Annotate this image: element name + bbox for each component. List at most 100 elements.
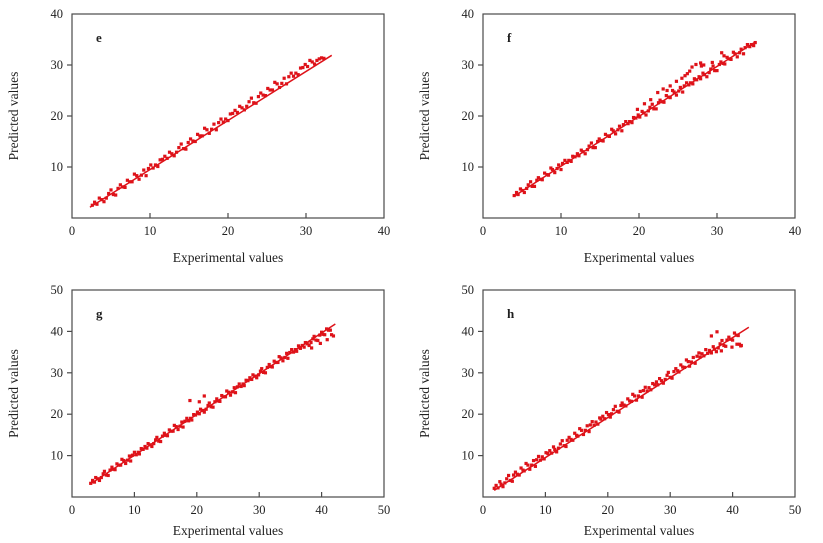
scatter-point <box>739 344 743 348</box>
scatter-point <box>498 480 502 484</box>
scatter-point <box>139 173 144 177</box>
scatter-point <box>533 464 538 468</box>
scatter-point <box>153 163 158 167</box>
scatter-point <box>165 434 170 438</box>
scatter-point <box>691 82 695 86</box>
scatter-point <box>172 154 176 158</box>
scatter-point <box>647 386 651 390</box>
scatter-point <box>187 419 191 423</box>
scatter-point <box>692 77 696 81</box>
scatter-point <box>588 423 592 427</box>
scatter-point <box>193 413 198 417</box>
scatter-point <box>218 399 222 403</box>
scatter-point <box>699 61 703 65</box>
scatter-point <box>691 355 695 360</box>
scatter-point <box>653 383 657 387</box>
scatter-point <box>699 77 703 81</box>
scatter-point <box>733 52 737 56</box>
scatter-point <box>206 403 210 408</box>
scatter-point <box>101 472 105 476</box>
scatter-point <box>303 62 307 67</box>
scatter-point <box>308 58 312 63</box>
scatter-point <box>505 477 509 481</box>
scatter-point <box>712 347 717 351</box>
scatter-point <box>220 393 224 398</box>
y-tick-label: 10 <box>462 160 475 174</box>
scatter-point <box>734 333 738 337</box>
scatter-point <box>295 349 299 353</box>
scatter-point <box>581 432 586 437</box>
scatter-point <box>311 337 315 341</box>
scatter-point <box>677 89 681 93</box>
scatter-point <box>211 405 215 409</box>
scatter-point <box>282 76 286 80</box>
scatter-point <box>697 351 701 355</box>
scatter-point <box>562 444 566 448</box>
scatter-point <box>569 159 573 163</box>
scatter-point <box>716 346 720 350</box>
scatter-point <box>666 370 670 374</box>
scatter-point <box>679 363 683 367</box>
scatter-point <box>543 171 547 175</box>
scatter-point <box>592 423 596 427</box>
scatter-point <box>263 94 268 98</box>
scatter-point <box>695 78 699 82</box>
scatter-point <box>253 374 257 378</box>
scatter-point <box>599 417 603 421</box>
panel-h: 0 10 20 30 40 50 10 20 30 40 50 h Experimental value… <box>411 270 823 543</box>
scatter-point <box>266 86 270 91</box>
scatter-point <box>684 81 689 85</box>
x-tick-label: 0 <box>69 224 75 238</box>
scatter-point <box>110 465 114 469</box>
scatter-point <box>167 428 171 432</box>
scatter-point <box>659 379 664 383</box>
scatter-point <box>603 132 608 136</box>
scatter-point <box>723 62 727 66</box>
scatter-point <box>576 434 580 438</box>
scatter-point <box>186 140 190 145</box>
scatter-point <box>695 354 699 358</box>
scatter-point <box>638 389 642 394</box>
scatter-point <box>154 438 158 442</box>
scatter-point <box>315 58 319 63</box>
scatter-point <box>687 83 691 87</box>
scatter-point <box>620 129 624 133</box>
scatter-point <box>591 146 595 150</box>
scatter-point <box>556 446 561 450</box>
scatter-point <box>741 52 746 56</box>
scatter-point <box>687 364 692 368</box>
scatter-point <box>144 174 148 178</box>
scatter-point <box>513 470 518 474</box>
scatter-point <box>200 134 204 138</box>
scatter-point <box>535 178 539 182</box>
scatter-point <box>121 185 125 189</box>
scatter-point <box>119 463 123 467</box>
scatter-point <box>141 447 145 451</box>
scatter-point <box>188 398 192 403</box>
scatter-point <box>259 91 263 95</box>
scatter-point <box>181 425 185 429</box>
scatter-point <box>569 437 573 442</box>
scatter-point <box>704 348 708 352</box>
scatter-point <box>519 466 523 470</box>
scatter-point <box>682 365 687 370</box>
scatter-point <box>298 66 303 70</box>
panel-letter: e <box>96 30 102 45</box>
scatter-point <box>585 424 589 428</box>
scatter-point <box>232 386 236 390</box>
scatter-point <box>546 451 550 456</box>
scatter-point <box>515 472 519 476</box>
scatter-point <box>258 369 263 373</box>
scatter-point <box>650 102 654 106</box>
scatter-point <box>727 335 731 339</box>
scatter-point <box>268 88 272 92</box>
scatter-point <box>713 69 717 73</box>
scatter-point <box>663 377 667 382</box>
scatter-point <box>228 393 233 397</box>
scatter-point <box>226 118 230 123</box>
scatter-point <box>156 164 160 169</box>
scatter-point <box>642 102 647 106</box>
scatter-point <box>608 415 612 419</box>
